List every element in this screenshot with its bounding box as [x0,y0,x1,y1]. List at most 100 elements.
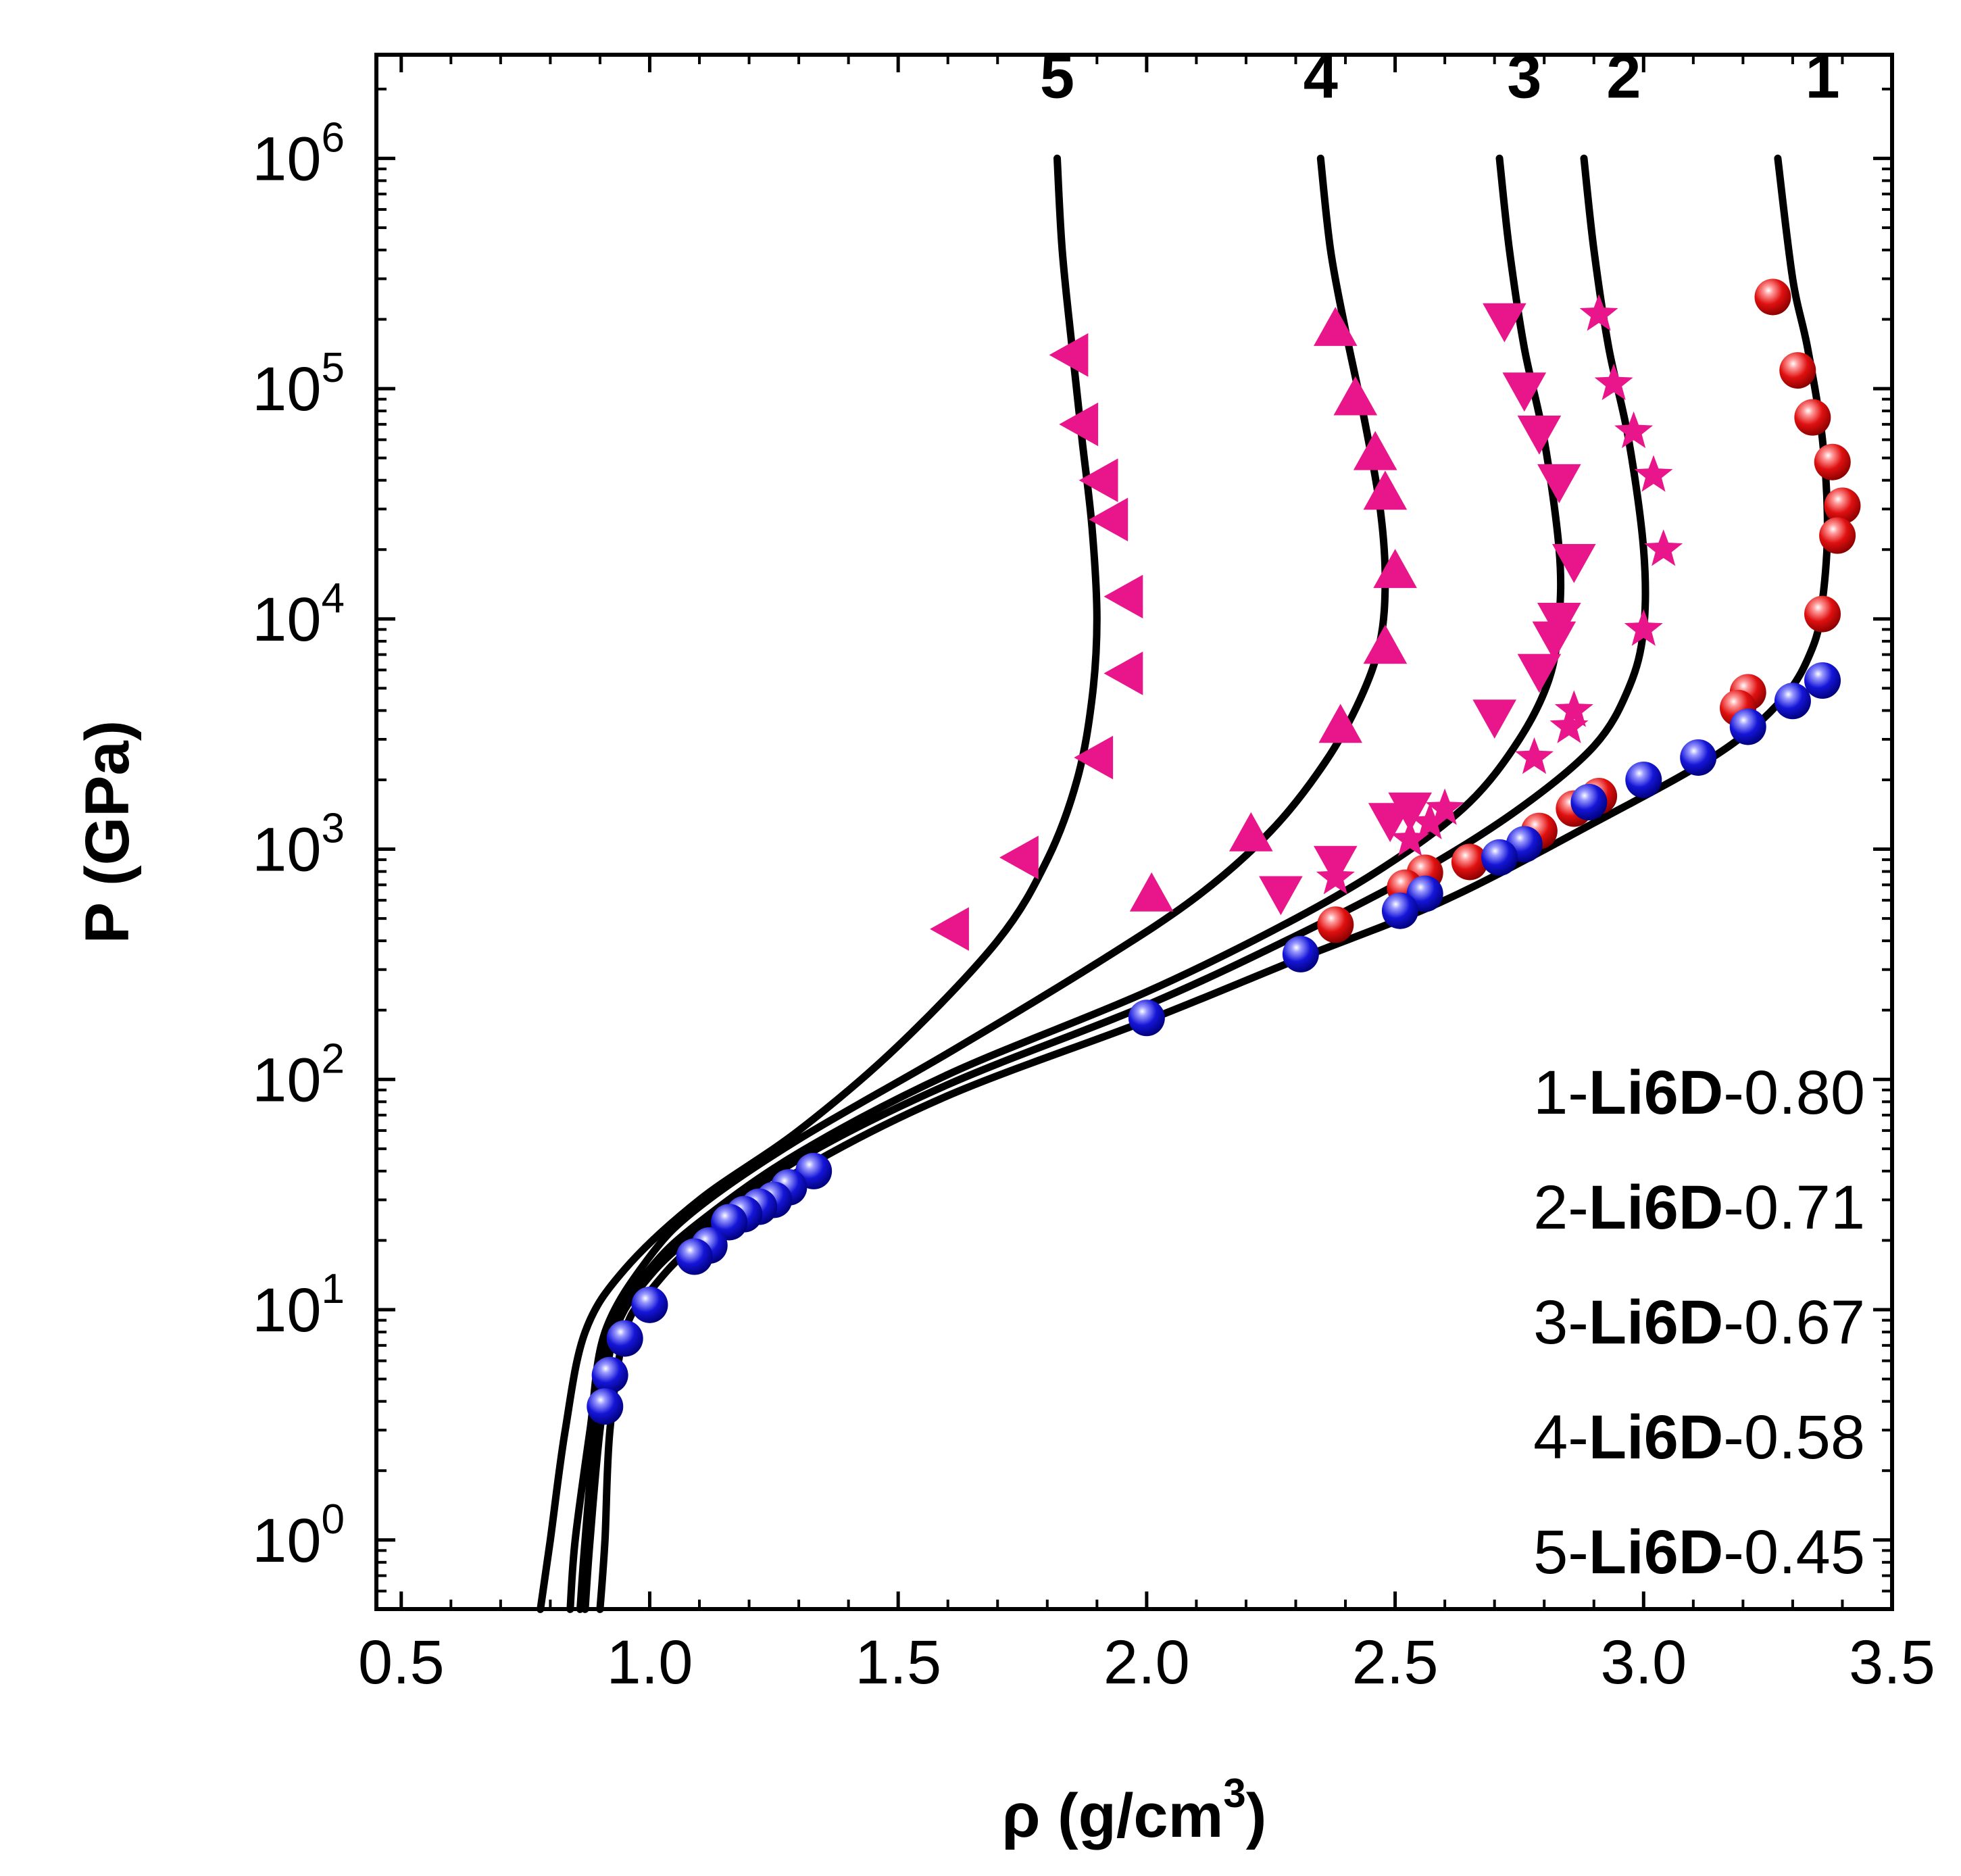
curve-label-2: 2 [1606,43,1641,112]
curve-5 [537,154,1101,1613]
triangle-down-point [1259,876,1303,916]
star-point [1549,706,1589,743]
blue-sphere-point [631,1286,668,1323]
blue-sphere-point [1128,999,1165,1037]
y-axis-title: P (GPa) [73,720,142,944]
triangle-up-point [1318,704,1362,743]
blue-sphere-point [591,1356,628,1393]
star-point [1515,737,1554,774]
triangle-down-point [1552,544,1596,583]
star-point [1410,802,1449,839]
blue-sphere-point [1774,683,1811,720]
blue-sphere-point [676,1238,713,1275]
blue-sphere-point [1625,761,1662,798]
blue-sphere-point [1381,892,1418,929]
x-tick-label: 1.5 [855,1628,941,1697]
star-point [1614,411,1654,449]
blue-sphere-point [1680,739,1717,776]
triangle-left-point [930,907,969,951]
axis-ticks [376,55,1894,1609]
red-sphere-point [1451,843,1488,881]
legend-entry: 3-Li6D-0.67 [1533,1288,1865,1357]
y-tick-label: 105 [252,345,345,424]
y-tick-label: 102 [252,1035,345,1114]
triangle-left-point [1103,651,1143,695]
legend-entry: 1-Li6D-0.80 [1533,1058,1865,1127]
y-tick-label: 104 [252,575,345,654]
triangle-down-point [1532,621,1577,661]
chart-labels: 0.5 1.0 1.5 2.0 2.5 3.0 3.5 100 101 102 103 104 105 1… [73,43,1935,1850]
triangle-down-point [1388,792,1432,832]
red-sphere-point [1794,399,1831,436]
triangle-up-point [1363,624,1408,664]
triangle-up-point [1373,549,1417,589]
star-point [1579,294,1618,331]
triangle-up-point [1363,470,1408,510]
blue-sphere-point [606,1320,643,1357]
curve-2 [581,154,1649,1613]
star-point [1634,455,1673,492]
red-sphere-point [1317,906,1354,943]
data-markers [587,278,1861,1425]
blue-sphere-point [1282,935,1319,972]
red-sphere-point [1804,595,1841,633]
y-tick-label: 101 [252,1266,345,1345]
triangle-left-point [1078,458,1118,502]
triangle-left-point [1074,735,1114,780]
triangle-left-point [999,835,1039,880]
blue-sphere-point [1804,662,1841,699]
y-tick-label: 103 [252,806,345,885]
triangle-up-point [1129,872,1174,912]
blue-sphere-point [1481,839,1518,876]
curve-4 [566,154,1389,1613]
star-point [1425,788,1464,825]
triangle-down-point [1472,699,1516,739]
triangle-down-point [1483,303,1526,343]
x-axis-title: ρ (g/cm3) [1002,1771,1267,1850]
red-sphere-point [1779,352,1816,389]
x-tick-label: 3.0 [1600,1628,1687,1697]
triangle-down-point [1517,653,1562,693]
triangle-up-point [1229,812,1273,851]
legend-entry: 2-Li6D-0.71 [1533,1173,1865,1242]
legend-entry: 5-Li6D-0.45 [1533,1518,1865,1587]
x-tick-label: 1.0 [607,1628,693,1697]
model-curves [537,154,1831,1613]
triangle-left-point [1049,333,1089,377]
curve-label-4: 4 [1304,43,1338,112]
star-point [1594,363,1633,401]
star-point [1624,609,1663,646]
blue-sphere-point [1729,708,1766,745]
y-tick-label: 106 [252,114,345,193]
red-sphere-point [1824,487,1861,524]
curve-3 [576,154,1565,1613]
legend-entry: 4-Li6D-0.58 [1533,1403,1865,1472]
blue-sphere-point [1570,784,1608,821]
curve-label-1: 1 [1805,43,1839,112]
star-point [1391,819,1430,856]
triangle-left-point [1059,402,1099,447]
curve-label-3: 3 [1507,43,1541,112]
plot-frame [374,53,1894,1611]
triangle-down-point [1314,845,1358,885]
red-sphere-point [1819,517,1856,554]
x-tick-label: 0.5 [358,1628,445,1697]
triangle-up-point [1314,307,1358,346]
x-tick-label: 3.5 [1849,1628,1935,1697]
x-tick-label: 2.5 [1352,1628,1439,1697]
triangle-up-point [1333,376,1378,416]
red-sphere-point [1814,443,1851,480]
triangle-down-point [1368,803,1412,843]
triangle-up-point [1353,430,1397,470]
triangle-left-point [1089,497,1128,542]
blue-sphere-point [587,1388,624,1425]
star-point [1644,529,1683,566]
red-sphere-point [1754,278,1791,316]
triangle-down-point [1502,372,1547,412]
curve-label-5: 5 [1040,43,1074,112]
triangle-left-point [1103,574,1143,619]
star-point [1554,690,1593,727]
x-tick-label: 2.0 [1103,1628,1190,1697]
triangle-down-point [1537,464,1581,503]
